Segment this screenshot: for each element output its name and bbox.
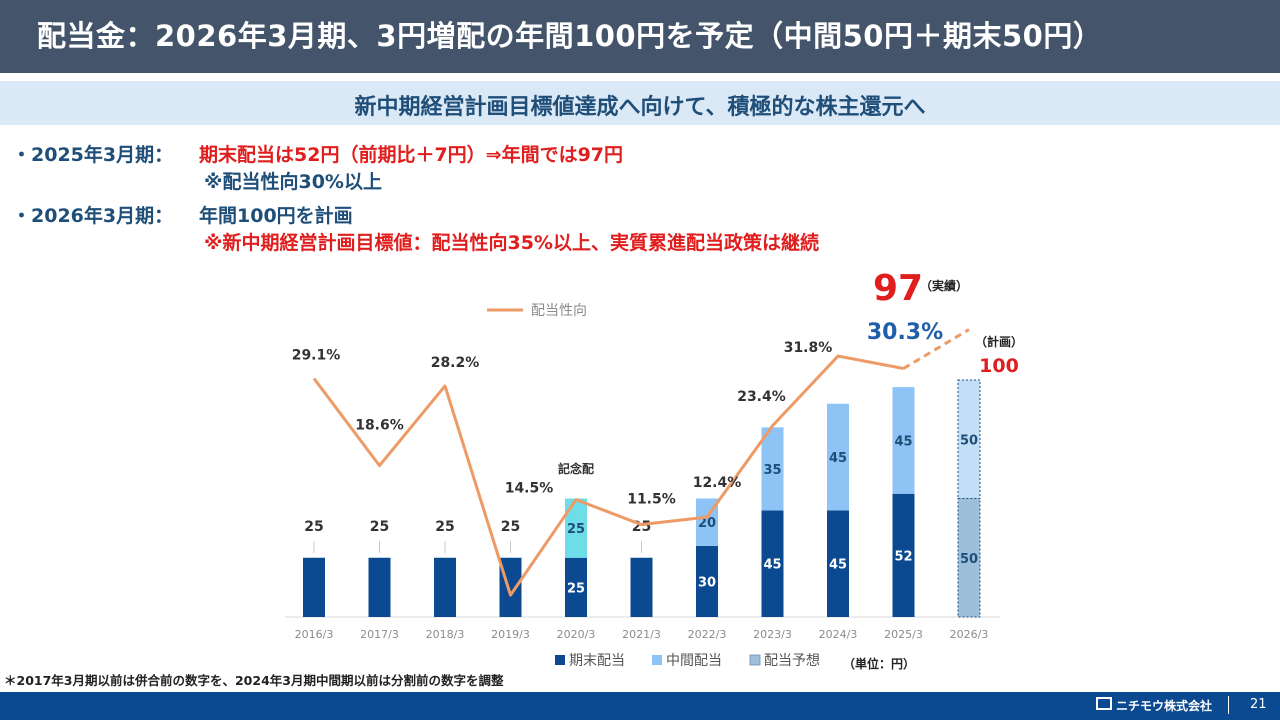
- commemorative-annotation: 記念配: [558, 461, 594, 476]
- bar-value-label: 20: [698, 516, 716, 531]
- bar-value-label: 30: [698, 575, 716, 590]
- plan-value: 100: [979, 355, 1019, 377]
- payout-ratio-label-highlight: 30.3%: [867, 320, 943, 345]
- bar-value-label: 45: [829, 451, 847, 466]
- payout-ratio-label: 28.2%: [431, 355, 480, 371]
- payout-ratio-label: 14.5%: [505, 481, 554, 497]
- x-tick-label: 2018/3: [426, 628, 465, 641]
- bullet-2025-note: ※配当性向30%以上: [204, 171, 382, 193]
- bar-interim: [827, 403, 849, 511]
- payout-ratio-forecast-line: [902, 328, 970, 370]
- payout-ratio-label: 31.8%: [784, 340, 833, 356]
- bar-total-label: 25: [304, 519, 323, 535]
- bar-interim: [761, 427, 784, 511]
- annual-dividend-actual: 97: [873, 268, 923, 309]
- payout-ratio-label: 11.5%: [627, 492, 676, 508]
- footnote: ＊2017年3月期以前は併合前の数字を、2024年3月期中間期以前は分割前の数字…: [4, 673, 504, 688]
- actual-tag: （実績）: [920, 278, 968, 293]
- x-tick-label: 2017/3: [360, 628, 399, 641]
- legend-line-label: 配当性向: [531, 303, 587, 319]
- dividend-chart: 2016/3 2017/3 2018/3 2019/3 2020/3 2021/3 2022…: [285, 268, 1023, 671]
- bar-year-end: [368, 557, 391, 617]
- bar-year-end: [892, 493, 915, 617]
- payout-ratio-label: 29.1%: [292, 347, 341, 363]
- bar-value-label: 50: [960, 552, 978, 567]
- bullet-2026-label: ・2026年3月期：: [12, 205, 174, 227]
- bar-value-label: 50: [960, 433, 978, 448]
- footer-company: ニチモウ株式会社: [1116, 699, 1213, 713]
- bullet-2026-text: 年間100円を計画: [199, 205, 353, 227]
- plan-tag: （計画）: [975, 334, 1023, 349]
- x-tick-label: 2022/3: [688, 628, 727, 641]
- bar-value-label: 52: [894, 549, 912, 564]
- payout-ratio-label: 23.4%: [737, 389, 786, 405]
- x-tick-label: 2023/3: [753, 628, 792, 641]
- bar-value-label: 25: [567, 581, 585, 596]
- company-logo-icon: [1096, 697, 1112, 710]
- payout-ratio-label: 18.6%: [355, 418, 404, 434]
- bar-year-end: [303, 557, 325, 617]
- bar-total-label: 25: [501, 519, 520, 535]
- x-tick-label: 2026/3: [950, 628, 989, 641]
- bar-interim: [892, 387, 915, 494]
- x-tick-label: 2025/3: [884, 628, 923, 641]
- bar-year-end: [565, 557, 587, 617]
- bar-year-end: [827, 510, 849, 617]
- bar-value-label: 35: [763, 463, 781, 478]
- bar-year-end: [696, 545, 718, 617]
- legend-swatch: [652, 655, 662, 665]
- bar-year-end: [630, 557, 653, 617]
- bar-total-label: 25: [370, 519, 389, 535]
- footer-divider: [1228, 696, 1229, 714]
- bar-value-label: 45: [829, 558, 847, 573]
- page-number: 21: [1250, 697, 1267, 712]
- x-tick-label: 2020/3: [557, 628, 596, 641]
- subtitle-band: 新中期経営計画目標値達成へ向けて、積極的な株主還元へ: [0, 81, 1280, 125]
- bullet-2025-label: ・2025年3月期：: [12, 144, 174, 166]
- bar-year-end: [434, 557, 456, 617]
- x-tick-label: 2016/3: [295, 628, 334, 641]
- bar-forecast-year-end: [957, 498, 981, 618]
- legend-label: 配当予想: [764, 653, 820, 669]
- legend-swatch: [749, 654, 761, 666]
- bar-forecast-interim: [957, 379, 981, 499]
- payout-ratio-line: [312, 354, 904, 597]
- bar-commemorative: [565, 498, 587, 558]
- bar-total-label: 25: [435, 519, 454, 535]
- bar-year-end: [761, 510, 784, 617]
- bullet-2026-note: ※新中期経営計画目標値：配当性向35%以上、実質累進配当政策は継続: [204, 232, 819, 254]
- bullet-2025-text: 期末配当は52円（前期比＋7円）⇒年間では97円: [199, 144, 624, 166]
- footer-bar: ニチモウ株式会社 21: [0, 692, 1280, 720]
- x-tick-label: 2019/3: [491, 628, 530, 641]
- title-bar: 配当金：2026年3月期、3円増配の年間100円を予定（中間50円＋期末50円）: [0, 0, 1280, 73]
- bar-value-label: 25: [567, 522, 585, 537]
- legend-label: 期末配当: [569, 653, 625, 669]
- page-subtitle: 新中期経営計画目標値達成へ向けて、積極的な株主還元へ: [354, 95, 926, 120]
- unit-note: （単位：円）: [843, 656, 915, 671]
- page-title: 配当金：2026年3月期、3円増配の年間100円を予定（中間50円＋期末50円）: [37, 19, 1103, 53]
- legend-swatch: [555, 655, 565, 665]
- bar-value-label: 45: [894, 434, 912, 449]
- bar-value-label: 45: [763, 558, 781, 573]
- legend-label: 中間配当: [666, 653, 722, 669]
- x-tick-label: 2021/3: [622, 628, 661, 641]
- payout-ratio-label: 12.4%: [693, 475, 742, 491]
- x-tick-label: 2024/3: [819, 628, 858, 641]
